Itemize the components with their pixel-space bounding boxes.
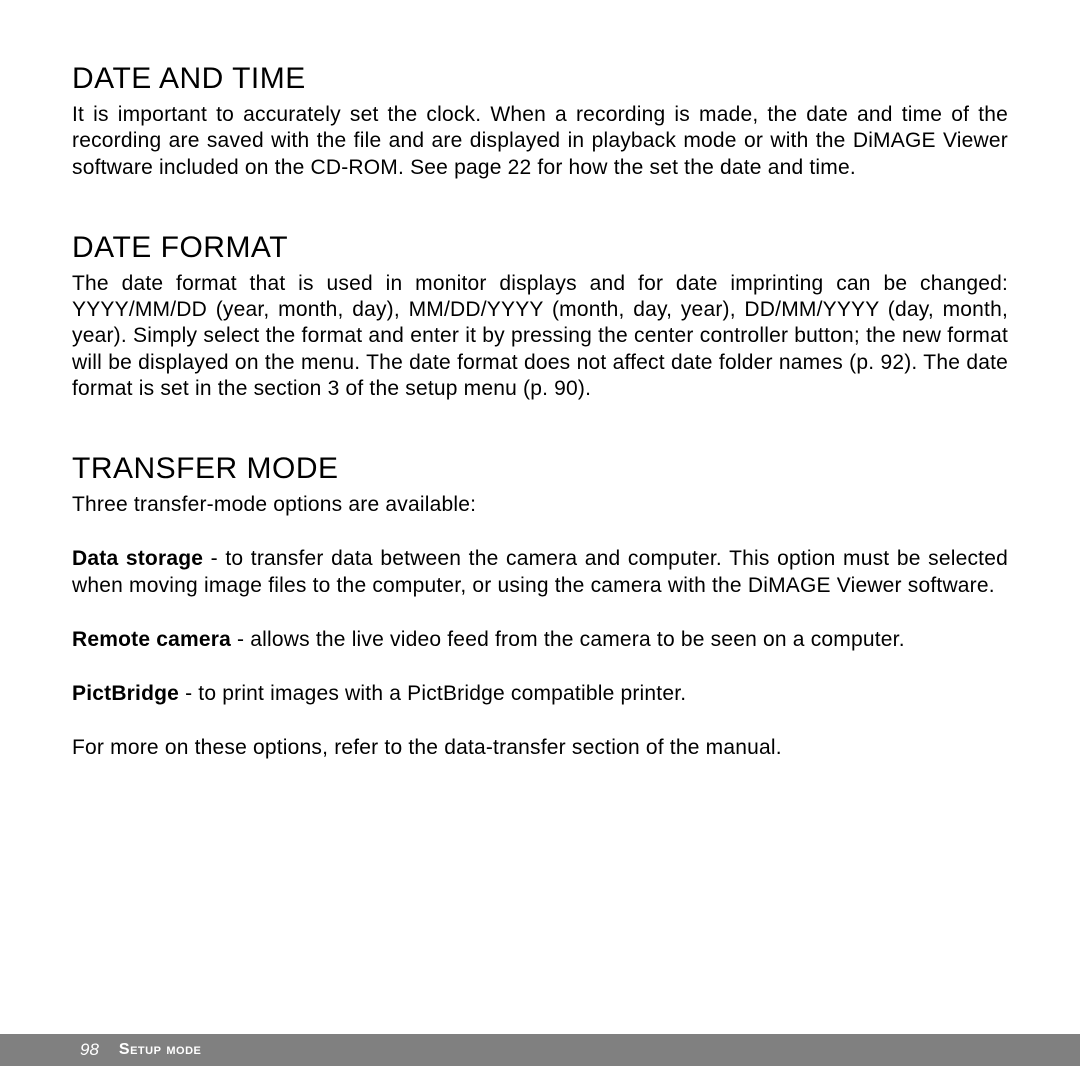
footer-section-label: Setup mode <box>119 1041 201 1059</box>
option-pictbridge: PictBridge - to print images with a Pict… <box>72 681 1008 707</box>
option-data-storage-text: - to transfer data between the camera an… <box>72 547 1008 596</box>
option-remote-camera-label: Remote camera <box>72 628 231 651</box>
manual-page: DATE AND TIME It is important to accurat… <box>0 0 1080 762</box>
option-data-storage-label: Data storage <box>72 547 203 570</box>
option-remote-camera-text: - allows the live video feed from the ca… <box>231 628 905 651</box>
body-date-and-time: It is important to accurately set the cl… <box>72 102 1008 181</box>
heading-date-format: DATE FORMAT <box>72 231 1008 265</box>
body-date-format: The date format that is used in monitor … <box>72 271 1008 402</box>
option-data-storage: Data storage - to transfer data between … <box>72 546 1008 599</box>
outro-transfer-mode: For more on these options, refer to the … <box>72 735 1008 761</box>
heading-transfer-mode: TRANSFER MODE <box>72 452 1008 486</box>
footer-page-number: 98 <box>80 1040 99 1060</box>
intro-transfer-mode: Three transfer-mode options are availabl… <box>72 492 1008 518</box>
heading-date-and-time: DATE AND TIME <box>72 62 1008 96</box>
option-remote-camera: Remote camera - allows the live video fe… <box>72 627 1008 653</box>
option-pictbridge-text: - to print images with a PictBridge comp… <box>179 682 686 705</box>
option-pictbridge-label: PictBridge <box>72 682 179 705</box>
footer-bar: 98 Setup mode <box>0 1034 1080 1066</box>
